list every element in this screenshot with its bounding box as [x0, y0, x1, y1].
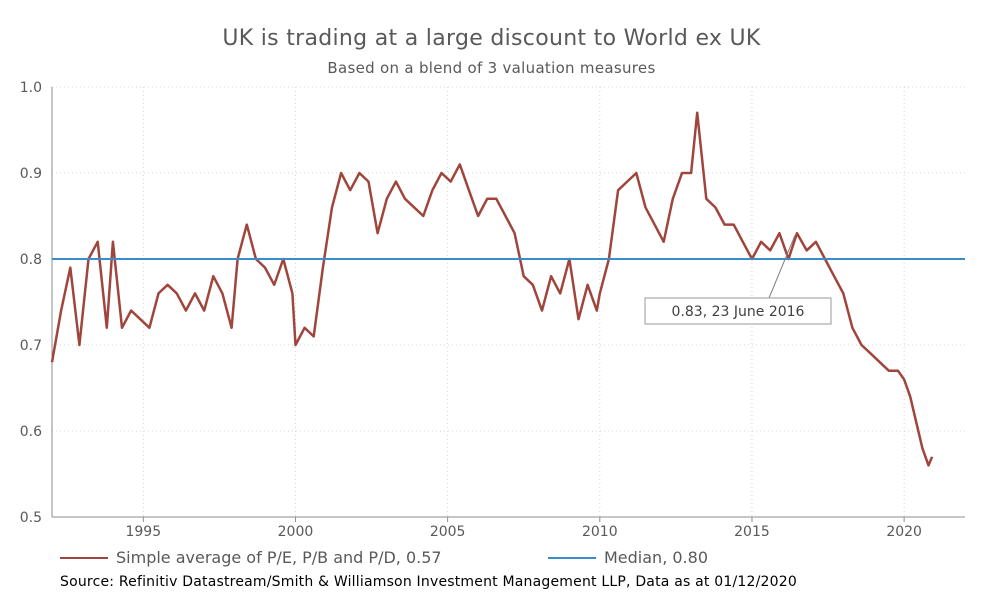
y-tick-label: 0.9 — [20, 166, 42, 182]
legend-swatch-average — [60, 556, 108, 559]
tick-labels: 0.5 0.6 0.7 0.8 0.9 1.0 1995 2000 2005 2010 2015 20… — [20, 80, 922, 540]
source-note: Source: Refinitiv Datastream/Smith & Wil… — [60, 574, 797, 590]
y-tick-label: 0.5 — [20, 510, 42, 526]
y-tick-label: 0.6 — [20, 424, 42, 440]
annotation-leader — [768, 235, 796, 299]
legend-label-median: Median, 0.80 — [604, 548, 708, 567]
annotation-box — [644, 297, 832, 325]
series-line-average — [50, 111, 934, 467]
x-tick-label: 2015 — [734, 524, 770, 540]
legend-item-average: Simple average of P/E, P/B and P/D, 0.57 — [60, 548, 442, 567]
y-tick-label: 0.8 — [20, 252, 42, 268]
chart-title: UK is trading at a large discount to Wor… — [222, 26, 761, 51]
x-tick-label: 2005 — [430, 524, 466, 540]
y-tick-label: 1.0 — [20, 80, 42, 96]
x-tick-label: 1995 — [125, 524, 161, 540]
x-tick-label: 2010 — [582, 524, 618, 540]
y-tick-label: 0.7 — [20, 338, 42, 354]
grid-lines — [52, 86, 965, 517]
annotation-text: 0.83, 23 June 2016 — [672, 304, 805, 320]
legend-label-average: Simple average of P/E, P/B and P/D, 0.57 — [116, 548, 442, 567]
legend-swatch-median — [548, 556, 596, 559]
series-lines — [50, 111, 965, 467]
axes — [51, 87, 965, 522]
legend-item-median: Median, 0.80 — [548, 548, 708, 567]
x-tick-label: 2000 — [278, 524, 314, 540]
chart-subtitle: Based on a blend of 3 valuation measures — [327, 59, 656, 77]
annotations: 0.83, 23 June 2016 — [644, 235, 832, 325]
x-tick-label: 2020 — [886, 524, 922, 540]
